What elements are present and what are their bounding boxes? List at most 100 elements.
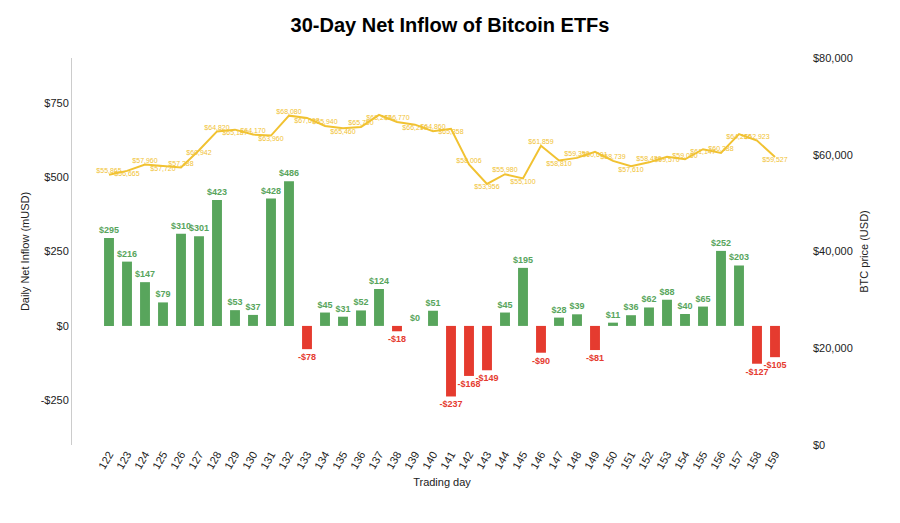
svg-text:134: 134 (312, 449, 332, 471)
svg-text:-$149: -$149 (475, 373, 498, 383)
svg-text:$58,006: $58,006 (456, 157, 481, 164)
svg-text:149: 149 (582, 449, 602, 471)
svg-text:$40: $40 (677, 301, 692, 311)
svg-text:$57,720: $57,720 (150, 165, 175, 172)
svg-text:$57,388: $57,388 (168, 160, 193, 167)
svg-text:$750: $750 (44, 97, 68, 109)
svg-text:140: 140 (420, 449, 440, 471)
svg-text:$65: $65 (695, 294, 710, 304)
svg-text:$79: $79 (155, 289, 170, 299)
svg-text:-$18: -$18 (388, 334, 406, 344)
svg-text:$64,820: $64,820 (204, 124, 229, 131)
svg-text:$147: $147 (135, 269, 155, 279)
svg-text:141: 141 (438, 449, 458, 471)
svg-text:$39: $39 (569, 301, 584, 311)
svg-text:129: 129 (222, 449, 242, 471)
svg-text:-$90: -$90 (532, 356, 550, 366)
svg-text:154: 154 (672, 449, 692, 471)
svg-text:132: 132 (276, 449, 296, 471)
svg-text:$124: $124 (369, 276, 389, 286)
svg-text:136: 136 (348, 449, 368, 471)
svg-text:142: 142 (456, 449, 476, 471)
svg-text:$58,430: $58,430 (636, 155, 661, 162)
svg-text:$68,243: $68,243 (366, 114, 391, 121)
svg-text:155: 155 (690, 449, 710, 471)
svg-text:$500: $500 (44, 171, 68, 183)
svg-text:122: 122 (96, 449, 116, 471)
svg-text:$55,865: $55,865 (96, 167, 121, 174)
svg-text:$0: $0 (57, 320, 69, 332)
svg-text:$216: $216 (117, 249, 137, 259)
svg-text:$65,750: $65,750 (348, 119, 373, 126)
svg-text:126: 126 (168, 449, 188, 471)
svg-text:$59,060: $59,060 (672, 152, 697, 159)
svg-text:-$237: -$237 (439, 399, 462, 409)
svg-text:152: 152 (636, 449, 656, 471)
svg-text:156: 156 (708, 449, 728, 471)
svg-text:$203: $203 (729, 252, 749, 262)
svg-text:$55,100: $55,100 (510, 178, 535, 185)
svg-text:$40,000: $40,000 (813, 245, 853, 257)
svg-text:$67,608: $67,608 (294, 117, 319, 124)
svg-text:$31: $31 (335, 304, 350, 314)
svg-text:138: 138 (384, 449, 404, 471)
svg-text:$252: $252 (711, 238, 731, 248)
svg-text:30-Day Net Inflow of Bitcoin E: 30-Day Net Inflow of Bitcoin ETFs (291, 14, 610, 36)
svg-text:145: 145 (510, 449, 530, 471)
svg-text:$80,000: $80,000 (813, 52, 853, 64)
svg-text:$0: $0 (410, 313, 420, 323)
svg-text:$64,860: $64,860 (420, 123, 445, 130)
svg-text:-$127: -$127 (745, 367, 768, 377)
svg-text:125: 125 (150, 449, 170, 471)
svg-text:146: 146 (528, 449, 548, 471)
svg-text:$195: $195 (513, 255, 533, 265)
svg-text:128: 128 (204, 449, 224, 471)
svg-text:BTC price (USD): BTC price (USD) (858, 210, 870, 293)
svg-text:$66,219: $66,219 (402, 124, 427, 131)
svg-text:Daily Net Inflow (mUSD): Daily Net Inflow (mUSD) (19, 192, 31, 311)
svg-text:$423: $423 (207, 187, 227, 197)
svg-text:$63,960: $63,960 (258, 135, 283, 142)
svg-text:$45: $45 (317, 300, 332, 310)
svg-text:$57,960: $57,960 (132, 157, 157, 164)
svg-text:$62: $62 (641, 294, 656, 304)
svg-text:$64,266: $64,266 (726, 133, 751, 140)
svg-text:$20,000: $20,000 (813, 342, 853, 354)
svg-text:143: 143 (474, 449, 494, 471)
svg-text:127: 127 (186, 449, 206, 471)
svg-text:$65,460: $65,460 (330, 128, 355, 135)
svg-text:157: 157 (726, 449, 746, 471)
svg-text:$60,601: $60,601 (582, 151, 607, 158)
svg-text:158: 158 (744, 449, 764, 471)
svg-text:$61,859: $61,859 (528, 138, 553, 145)
svg-text:$56,665: $56,665 (114, 170, 139, 177)
svg-text:-$78: -$78 (298, 352, 316, 362)
svg-text:153: 153 (654, 449, 674, 471)
svg-text:$45: $45 (497, 300, 512, 310)
svg-text:148: 148 (564, 449, 584, 471)
svg-text:$59,527: $59,527 (762, 156, 787, 163)
svg-text:$37: $37 (245, 302, 260, 312)
svg-text:130: 130 (240, 449, 260, 471)
svg-text:$61,147: $61,147 (690, 148, 715, 155)
svg-text:$11: $11 (606, 310, 621, 320)
svg-text:$60,000: $60,000 (813, 149, 853, 161)
svg-text:$51: $51 (425, 298, 440, 308)
svg-text:$59,350: $59,350 (564, 150, 589, 157)
svg-text:$57,610: $57,610 (618, 166, 643, 173)
svg-text:$486: $486 (279, 168, 299, 178)
svg-text:150: 150 (600, 449, 620, 471)
svg-text:$310: $310 (171, 221, 191, 231)
svg-text:-$105: -$105 (763, 360, 786, 370)
svg-text:135: 135 (330, 449, 350, 471)
svg-text:$62,923: $62,923 (744, 133, 769, 140)
svg-text:$88: $88 (659, 287, 674, 297)
svg-text:133: 133 (294, 449, 314, 471)
svg-text:139: 139 (402, 449, 422, 471)
svg-text:$28: $28 (551, 305, 566, 315)
svg-text:$58,739: $58,739 (600, 153, 625, 160)
svg-text:$65,187: $65,187 (222, 129, 247, 136)
svg-text:$59,570: $59,570 (654, 156, 679, 163)
svg-text:$52: $52 (353, 297, 368, 307)
svg-text:124: 124 (132, 449, 152, 471)
